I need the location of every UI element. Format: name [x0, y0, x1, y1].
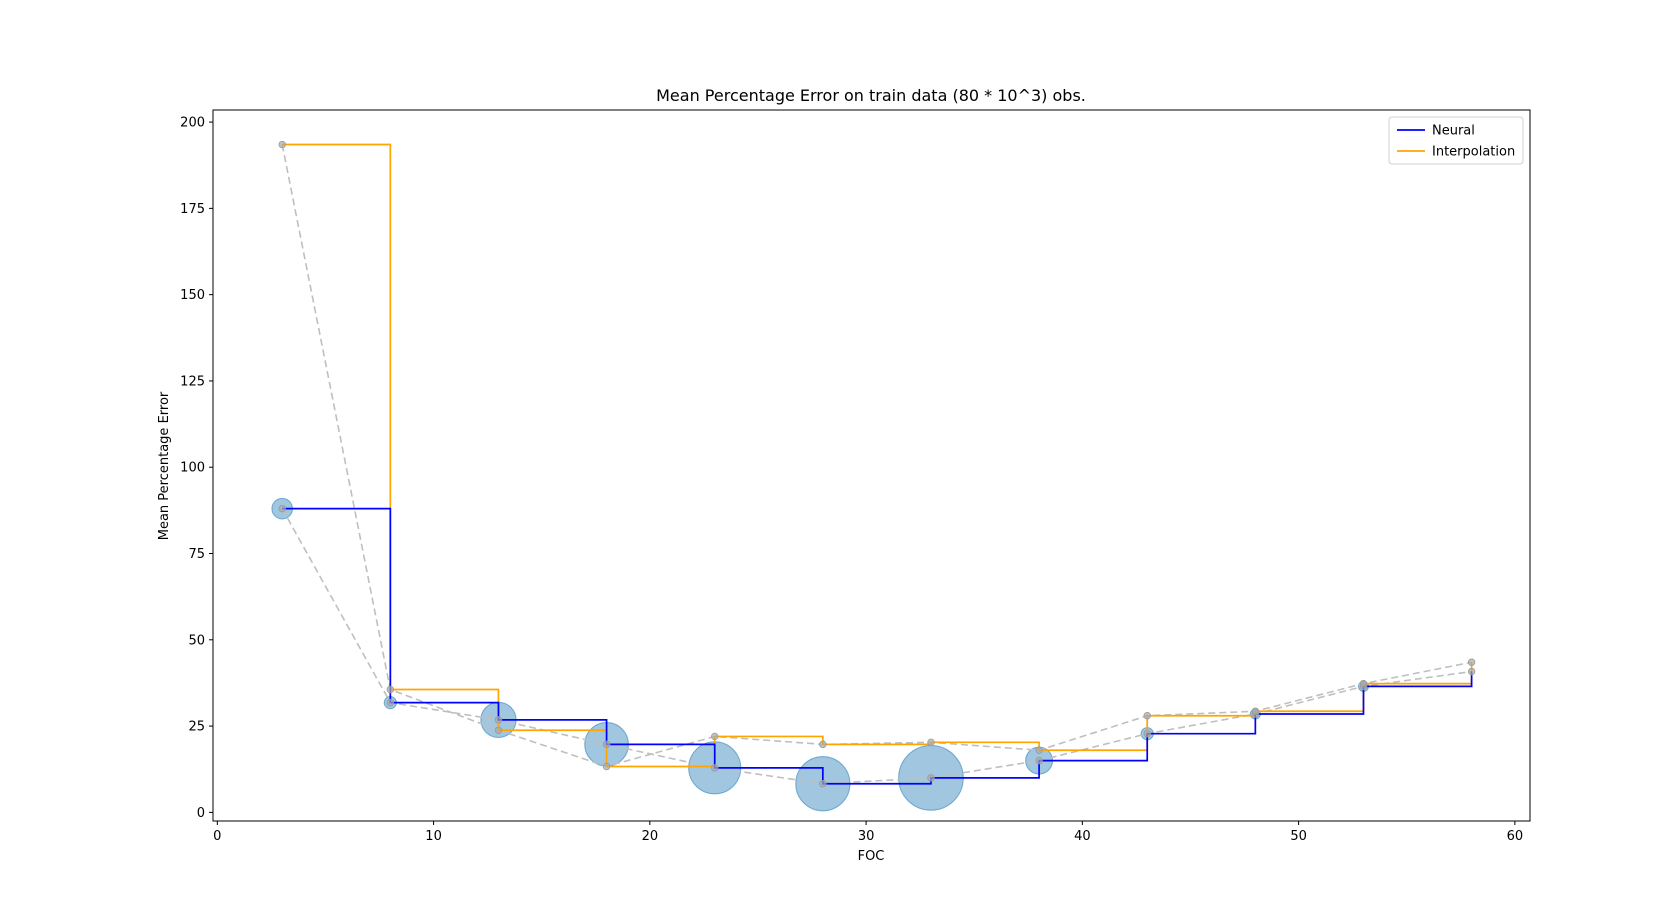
x-axis: 0 10 20 30 40 50 60	[213, 821, 1523, 844]
point-neural-38	[1035, 756, 1043, 765]
y-tick-label-150: 150	[180, 288, 205, 303]
point-interpolation-38	[1035, 746, 1043, 754]
point-interpolation-28	[819, 740, 827, 749]
x-tick-label-10: 10	[425, 829, 442, 844]
legend: Neural Interpolation	[1388, 116, 1524, 165]
point-marker-layer	[278, 140, 1476, 788]
y-tick-label-200: 200	[180, 116, 205, 131]
point-neural-23	[711, 764, 719, 772]
x-tick-label-0: 0	[213, 829, 221, 844]
point-neural-33	[927, 774, 935, 782]
dashed-connector-neural	[281, 508, 1472, 785]
point-interpolation-13	[494, 726, 503, 734]
y-tick-label-0: 0	[197, 806, 205, 821]
x-tick-label-50: 50	[1290, 829, 1307, 844]
y-tick-label-50: 50	[188, 633, 205, 648]
dashed-connector-layer	[281, 144, 1472, 785]
point-neural-58	[1467, 667, 1476, 676]
point-neural-43	[1143, 729, 1151, 738]
point-interpolation-23	[711, 732, 719, 741]
point-interpolation-48	[1251, 707, 1260, 715]
point-neural-13	[494, 716, 503, 724]
x-tick-label-60: 60	[1507, 829, 1524, 844]
point-interpolation-18	[602, 762, 611, 771]
plot-area-frame	[212, 109, 1531, 822]
y-tick-label-175: 175	[180, 202, 205, 217]
point-interpolation-53	[1359, 679, 1368, 688]
y-tick-label-25: 25	[188, 720, 205, 735]
point-neural-3	[278, 504, 286, 513]
dashed-connector-interpolation	[281, 144, 1472, 768]
y-tick-label-125: 125	[180, 374, 205, 389]
legend-box	[1388, 116, 1524, 165]
y-tick-label-100: 100	[180, 461, 205, 476]
x-tick-label-40: 40	[1074, 829, 1091, 844]
x-tick-label-30: 30	[858, 829, 875, 844]
point-interpolation-8	[386, 685, 395, 694]
point-neural-18	[602, 740, 611, 749]
point-neural-28	[819, 780, 827, 788]
point-interpolation-3	[278, 140, 286, 149]
y-axis: 0 25 50 75 100 125 150 175 200	[180, 116, 213, 821]
chart-title: Mean Percentage Error on train data (80 …	[656, 86, 1086, 105]
legend-label-neural: Neural	[1432, 124, 1475, 139]
legend-label-interpolation: Interpolation	[1432, 145, 1515, 160]
y-axis-label: Mean Percentage Error	[157, 391, 172, 540]
point-interpolation-43	[1143, 712, 1151, 720]
y-tick-label-75: 75	[188, 547, 205, 562]
point-interpolation-33	[927, 738, 935, 747]
point-interpolation-58	[1467, 658, 1476, 666]
step-line-neural	[282, 507, 1473, 785]
x-axis-label: FOC	[858, 849, 885, 864]
x-tick-label-20: 20	[642, 829, 659, 844]
point-neural-8	[386, 698, 395, 707]
